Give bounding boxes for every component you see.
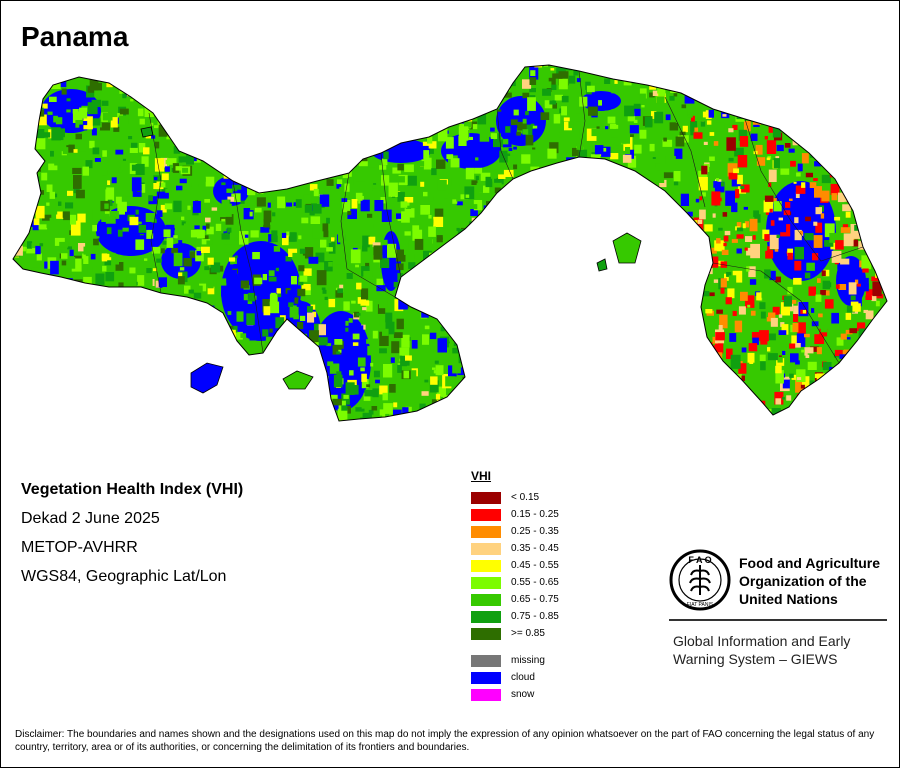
map-metadata: Vegetation Health Index (VHI) Dekad 2 Ju… — [21, 475, 243, 591]
legend-swatch — [471, 525, 501, 538]
giews-line: Global Information and Early — [673, 633, 851, 649]
legend-swatch — [471, 593, 501, 606]
fao-name-line: United Nations — [739, 591, 838, 607]
projection-label: WGS84, Geographic Lat/Lon — [21, 568, 227, 585]
legend-swatch — [471, 671, 501, 684]
vhi-map-layer — [13, 65, 887, 421]
islands — [140, 126, 642, 394]
vhi-map — [12, 64, 888, 422]
fao-name: Food and Agriculture Organization of the… — [739, 554, 880, 608]
legend-item: cloud — [471, 669, 559, 686]
legend-item: 0.25 - 0.35 — [471, 523, 559, 540]
legend-label: 0.35 - 0.45 — [511, 543, 559, 554]
legend-swatch — [471, 576, 501, 589]
map-title: Panama — [21, 21, 129, 52]
legend-label: < 0.15 — [511, 492, 540, 503]
legend-classes: < 0.15 0.15 - 0.25 0.25 - 0.35 0.35 - 0.45 0… — [471, 489, 559, 642]
legend-item: snow — [471, 686, 559, 703]
legend-label: missing — [511, 655, 545, 666]
fao-name-line: Food and Agriculture — [739, 555, 881, 571]
legend-label: 0.15 - 0.25 — [511, 509, 559, 520]
legend-item: < 0.15 — [471, 489, 559, 506]
vhi-legend: VHI < 0.15 0.15 - 0.25 0.25 - 0.35 0.35 - 0… — [471, 469, 559, 703]
legend-label: 0.45 - 0.55 — [511, 560, 559, 571]
svg-text:FIAT PANIS: FIAT PANIS — [687, 602, 714, 608]
legend-label: 0.75 - 0.85 — [511, 611, 559, 622]
legend-title: VHI — [471, 469, 492, 483]
fao-name-line: Organization of the — [739, 573, 867, 589]
sensor-label: METOP-AVHRR — [21, 539, 138, 556]
index-title: Vegetation Health Index (VHI) — [21, 481, 244, 498]
legend-swatch — [471, 559, 501, 572]
legend-item: 0.55 - 0.65 — [471, 574, 559, 591]
country-outline — [12, 64, 888, 422]
legend-label: 0.55 - 0.65 — [511, 577, 559, 588]
legend-swatch — [471, 654, 501, 667]
legend-swatch — [471, 688, 501, 701]
giews-line: Warning System – GIEWS — [673, 651, 838, 667]
svg-text:F A O: F A O — [688, 555, 711, 565]
province-boundaries — [148, 70, 864, 364]
legend-swatch — [471, 627, 501, 640]
legend-item: missing — [471, 652, 559, 669]
legend-label: 0.65 - 0.75 — [511, 594, 559, 605]
legend-item: 0.75 - 0.85 — [471, 608, 559, 625]
legend-swatch — [471, 491, 501, 504]
legend-item: >= 0.85 — [471, 625, 559, 642]
legend-label: 0.25 - 0.35 — [511, 526, 559, 537]
legend-item: 0.45 - 0.55 — [471, 557, 559, 574]
legend-item: 0.65 - 0.75 — [471, 591, 559, 608]
disclaimer: Disclaimer: The boundaries and names sho… — [15, 729, 875, 753]
fao-logo-icon: F A O FIAT PANIS — [669, 549, 731, 611]
giews-label: Global Information and Early Warning Sys… — [673, 632, 850, 668]
legend-item: 0.15 - 0.25 — [471, 506, 559, 523]
legend-swatch — [471, 542, 501, 555]
legend-other: missing cloud snow — [471, 652, 559, 703]
legend-label: cloud — [511, 672, 535, 683]
legend-label: >= 0.85 — [511, 628, 545, 639]
dekad-label: Dekad 2 June 2025 — [21, 510, 160, 527]
legend-swatch — [471, 508, 501, 521]
divider — [669, 619, 887, 621]
legend-swatch — [471, 610, 501, 623]
legend-item: 0.35 - 0.45 — [471, 540, 559, 557]
legend-label: snow — [511, 689, 535, 700]
